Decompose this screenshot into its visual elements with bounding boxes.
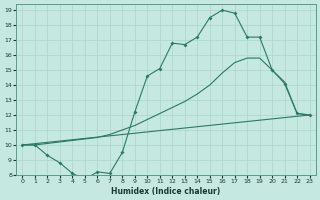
X-axis label: Humidex (Indice chaleur): Humidex (Indice chaleur) — [111, 187, 221, 196]
